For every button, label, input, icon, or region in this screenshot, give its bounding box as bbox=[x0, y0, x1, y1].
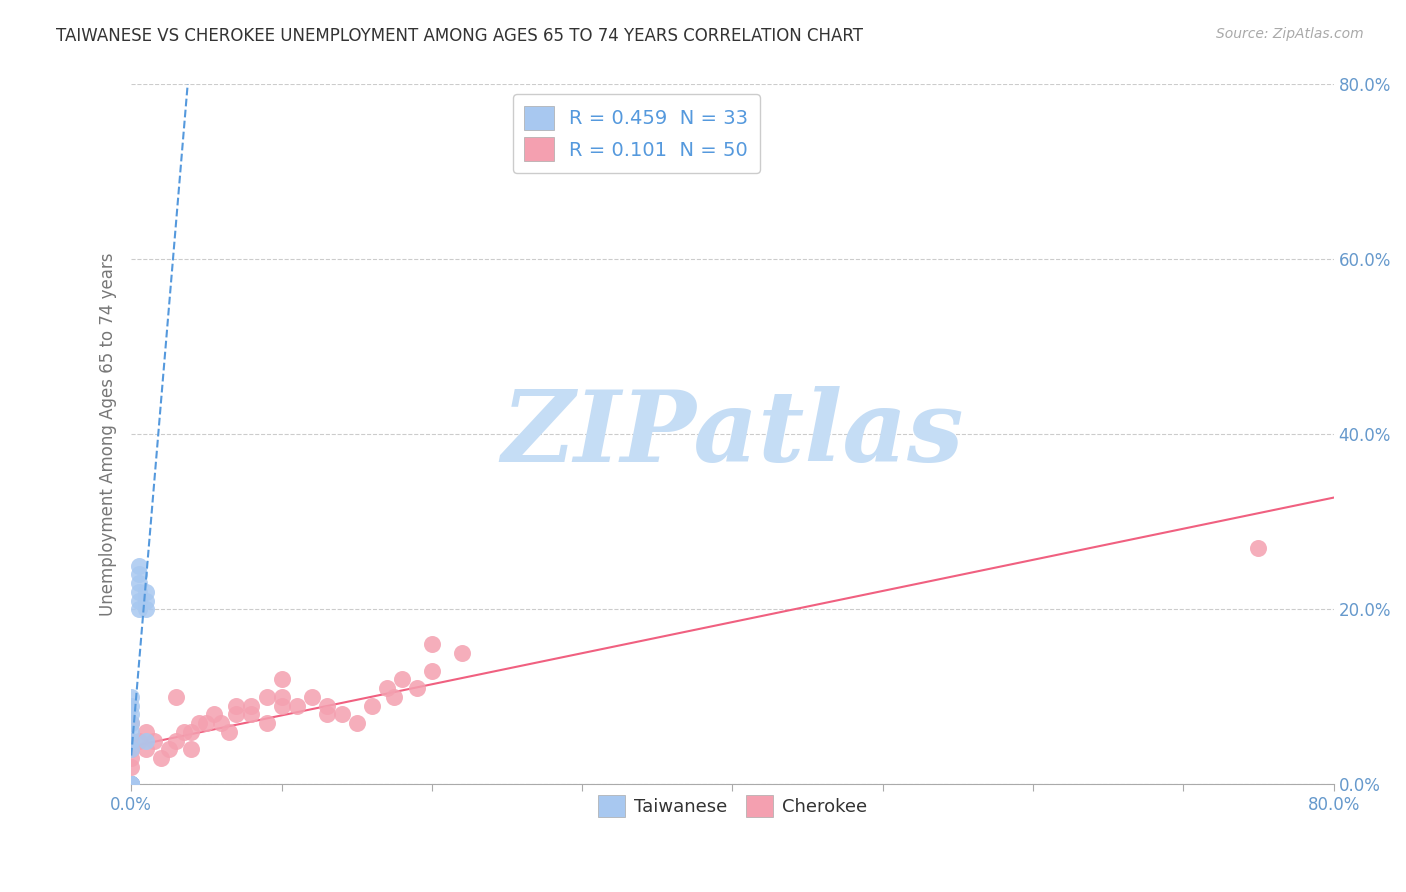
Point bbox=[120, 733, 142, 747]
Point bbox=[180, 742, 202, 756]
Point bbox=[120, 777, 142, 791]
Point bbox=[270, 698, 292, 713]
Point bbox=[128, 593, 150, 607]
Text: TAIWANESE VS CHEROKEE UNEMPLOYMENT AMONG AGES 65 TO 74 YEARS CORRELATION CHART: TAIWANESE VS CHEROKEE UNEMPLOYMENT AMONG… bbox=[56, 27, 863, 45]
Point bbox=[451, 646, 474, 660]
Text: ZIPatlas: ZIPatlas bbox=[502, 386, 963, 483]
Point bbox=[225, 707, 247, 722]
Point bbox=[120, 777, 142, 791]
Point bbox=[120, 716, 142, 731]
Point bbox=[120, 690, 142, 704]
Point bbox=[120, 777, 142, 791]
Point bbox=[195, 716, 218, 731]
Point bbox=[256, 690, 278, 704]
Point bbox=[120, 777, 142, 791]
Point bbox=[120, 742, 142, 756]
Point bbox=[346, 716, 368, 731]
Point bbox=[420, 637, 443, 651]
Point bbox=[135, 585, 157, 599]
Point bbox=[135, 725, 157, 739]
Point bbox=[420, 664, 443, 678]
Point bbox=[120, 777, 142, 791]
Point bbox=[128, 602, 150, 616]
Point bbox=[128, 733, 150, 747]
Point bbox=[240, 698, 263, 713]
Point bbox=[120, 725, 142, 739]
Point bbox=[120, 777, 142, 791]
Point bbox=[128, 558, 150, 573]
Point bbox=[120, 777, 142, 791]
Point bbox=[120, 716, 142, 731]
Point bbox=[375, 681, 398, 696]
Point bbox=[120, 777, 142, 791]
Point bbox=[173, 725, 195, 739]
Point bbox=[120, 777, 142, 791]
Point bbox=[120, 777, 142, 791]
Point bbox=[209, 716, 232, 731]
Point bbox=[202, 707, 225, 722]
Point bbox=[120, 742, 142, 756]
Point bbox=[128, 585, 150, 599]
Point bbox=[120, 777, 142, 791]
Point bbox=[120, 751, 142, 765]
Point bbox=[120, 760, 142, 774]
Text: Source: ZipAtlas.com: Source: ZipAtlas.com bbox=[1216, 27, 1364, 41]
Point bbox=[382, 690, 405, 704]
Point bbox=[120, 777, 142, 791]
Point bbox=[1247, 541, 1270, 556]
Point bbox=[120, 777, 142, 791]
Point bbox=[120, 777, 142, 791]
Point bbox=[128, 567, 150, 582]
Point bbox=[218, 725, 240, 739]
Point bbox=[120, 777, 142, 791]
Point bbox=[315, 707, 337, 722]
Point bbox=[135, 602, 157, 616]
Point bbox=[225, 698, 247, 713]
Point bbox=[142, 733, 165, 747]
Point bbox=[120, 777, 142, 791]
Point bbox=[256, 716, 278, 731]
Point bbox=[270, 673, 292, 687]
Point bbox=[285, 698, 308, 713]
Point bbox=[391, 673, 413, 687]
Point bbox=[157, 742, 180, 756]
Y-axis label: Unemployment Among Ages 65 to 74 years: Unemployment Among Ages 65 to 74 years bbox=[100, 252, 117, 616]
Point bbox=[405, 681, 427, 696]
Point bbox=[120, 733, 142, 747]
Point bbox=[240, 707, 263, 722]
Point bbox=[135, 733, 157, 747]
Point bbox=[180, 725, 202, 739]
Point bbox=[120, 707, 142, 722]
Point bbox=[120, 777, 142, 791]
Point bbox=[330, 707, 353, 722]
Point bbox=[135, 742, 157, 756]
Point bbox=[150, 751, 173, 765]
Point bbox=[301, 690, 323, 704]
Point bbox=[165, 733, 187, 747]
Point bbox=[270, 690, 292, 704]
Point bbox=[128, 576, 150, 591]
Point bbox=[120, 777, 142, 791]
Point bbox=[315, 698, 337, 713]
Point bbox=[360, 698, 382, 713]
Legend: Taiwanese, Cherokee: Taiwanese, Cherokee bbox=[591, 788, 875, 824]
Point bbox=[120, 777, 142, 791]
Point bbox=[120, 777, 142, 791]
Point bbox=[120, 777, 142, 791]
Point bbox=[135, 593, 157, 607]
Point bbox=[165, 690, 187, 704]
Point bbox=[120, 698, 142, 713]
Point bbox=[187, 716, 209, 731]
